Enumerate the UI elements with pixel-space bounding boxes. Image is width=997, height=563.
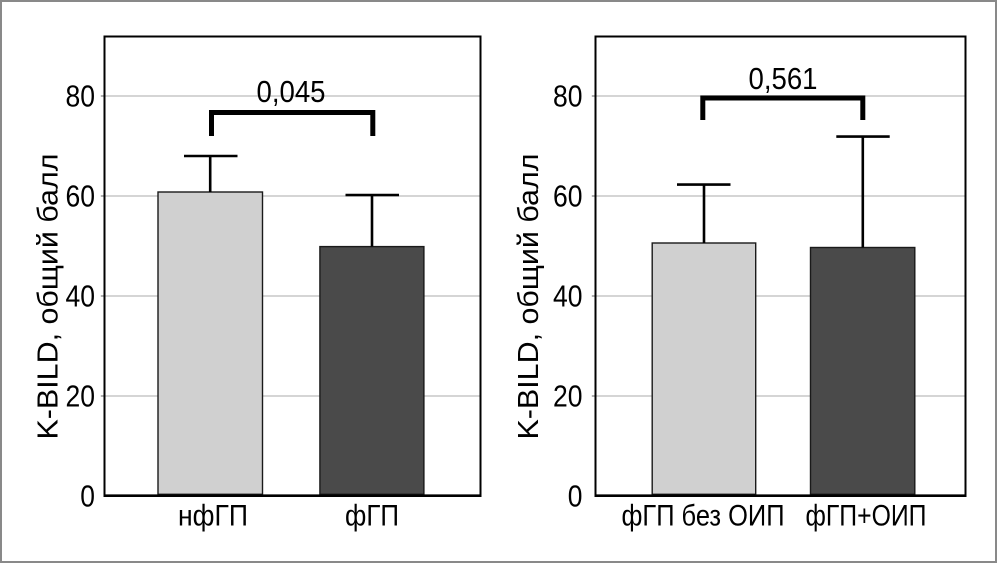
svg-text:0,045: 0,045 <box>257 74 326 109</box>
svg-text:40: 40 <box>66 279 96 314</box>
svg-text:фГП+ОИП: фГП+ОИП <box>806 500 927 533</box>
svg-text:0: 0 <box>80 479 95 514</box>
svg-text:60: 60 <box>66 179 96 214</box>
svg-text:0: 0 <box>568 479 583 514</box>
svg-text:K-BILD, общий балл: K-BILD, общий балл <box>33 154 65 440</box>
svg-text:60: 60 <box>553 179 583 214</box>
svg-text:фГП: фГП <box>345 500 399 533</box>
svg-text:20: 20 <box>66 379 96 414</box>
svg-text:80: 80 <box>66 79 96 114</box>
svg-text:фГП без ОИП: фГП без ОИП <box>622 500 785 533</box>
svg-text:0,561: 0,561 <box>749 61 818 96</box>
svg-text:K-BILD, общий балл: K-BILD, общий балл <box>513 154 545 440</box>
svg-text:20: 20 <box>553 379 583 414</box>
svg-text:нфГП: нфГП <box>178 500 248 533</box>
svg-text:40: 40 <box>553 279 583 314</box>
svg-text:80: 80 <box>553 79 583 114</box>
